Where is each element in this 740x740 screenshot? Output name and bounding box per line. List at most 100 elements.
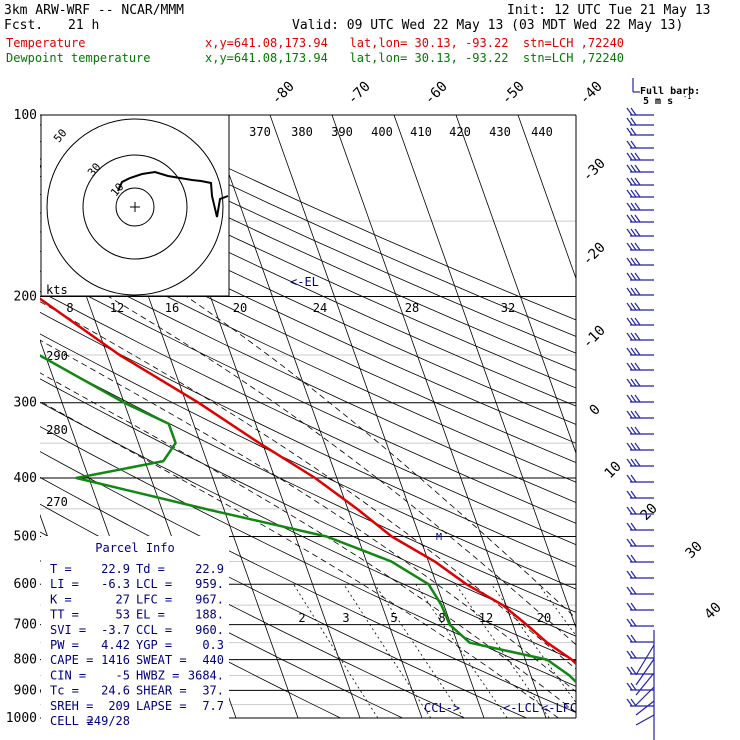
wind-barb-flag [630,347,637,356]
wind-barb-flag [626,117,633,126]
parcel-value: -3.7 [101,623,130,637]
mixing-ratio-label-top: 12 [110,301,124,315]
isotherm-label: -80 [269,79,298,108]
parcel-key: SVI = [50,623,86,637]
annotations: <-EL CCL-> <-LCL <-LFC M Full barb:5 m s -1 [290,86,700,715]
temperature-legend-label: Temperature [6,36,86,50]
wind-barb-flag [626,554,633,563]
wind-barb-flag [634,442,641,451]
parcel-key: LFC = [136,592,172,606]
wind-barb-flag [626,347,633,356]
mixing-ratio-label-top: 8 [66,301,73,315]
wind-barb-flag [630,228,637,237]
wind-barb-flag [634,214,641,223]
hodograph-center-icon [130,202,140,212]
wind-barb-flag [630,666,637,675]
wind-barb [635,700,655,716]
parcel-panel-bg [41,536,229,726]
parcel-value: 967. [195,592,224,606]
wind-barb-flag [634,242,641,251]
parcel-key: CCL = [136,623,172,637]
theta-label: 370 [249,125,271,139]
wind-barb-flag [634,378,641,387]
wind-barb-flag [630,378,637,387]
wind-barb [635,672,655,696]
dry-adiabat [40,451,576,714]
barb-note-exponent: -1 [683,93,691,101]
dewpoint-legend-label: Dewpoint temperature [6,51,151,65]
dry-adiabat [40,231,576,483]
wind-barb-flag [634,302,641,311]
parcel-value: -5 [116,668,130,682]
pressure-label-900: 900 [14,683,37,698]
isotherm-label: -20 [580,240,609,269]
mixing-ratio-label-top: 16 [165,301,179,315]
wind-barb-flag [630,214,637,223]
wind-barb-flag [634,426,641,435]
wind-barb-flag [634,202,641,211]
isotherm-label: -10 [580,323,609,352]
wind-barb-flag [634,177,641,186]
wind-barb-flag [630,522,637,531]
wind-barb-flag [626,650,633,659]
parcel-value: 24.6 [101,684,130,698]
wind-barb-flag [630,272,637,281]
parcel-value: 959. [195,577,224,591]
pressure-label-600: 600 [14,577,37,592]
wind-barb-flag [626,522,633,531]
wind-barb-flag [630,554,637,563]
wind-barb-flag [630,602,637,611]
parcel-value: 960. [195,623,224,637]
wind-barb-flag [626,474,633,483]
wind-barb-flag [630,302,637,311]
parcel-key: SWEAT = [136,653,187,667]
forecast-label: Fcst. [4,18,44,33]
wind-barb-flag [626,214,633,223]
parcel-value: 22.9 [101,562,130,576]
barb-note: Full barb: [640,86,700,97]
wind-barb-flag [634,228,641,237]
wind-barb-flag [626,228,633,237]
parcel-value: 188. [195,608,224,622]
wind-barb-flag [626,332,633,341]
hodograph-ring-30 [82,154,188,260]
isotherm-label: -70 [345,79,374,108]
wind-barb-flag [634,272,641,281]
wind-barb-flag [630,164,637,173]
dry-adiabat [40,355,576,613]
model-title: 3km ARW-WRF -- NCAR/MMM [4,3,185,18]
mixing-ratio-label-bottom: 20 [537,611,551,625]
dry-adiabat [40,175,576,425]
wind-barb-flag [626,287,633,296]
isotherm-line [393,115,576,630]
wind-barb-flag [634,317,641,326]
parcel-value: 4.42 [101,638,130,652]
temperature-location: x,y=641.08,173.94 lat,lon= 30.13, -93.22… [205,36,625,50]
wind-barb-flag [634,152,641,161]
mixing-ratio-label-top: 28 [405,301,419,315]
wind-barb-flag [630,442,637,451]
dry-adiabat [40,290,576,546]
wind-barb [635,644,655,676]
wind-barb-flag [626,570,633,579]
theta-label: 430 [489,125,511,139]
dry-adiabat [40,250,576,503]
wind-barb-flag [634,362,641,371]
wind-barb-flag [626,272,633,281]
theta-label: 420 [449,125,471,139]
wind-barb-flag [626,242,633,251]
parcel-value: 27 [116,592,130,606]
dry-adiabat [40,333,576,590]
wind-barb-flag [630,586,637,595]
isotherm-line [331,115,547,719]
wind-barb-flag [626,426,633,435]
parcel-key: T = [50,562,72,576]
parcel-value: 440 [202,653,224,667]
pressure-label-400: 400 [14,471,37,486]
wind-barb-flag [630,506,637,515]
wind-barb-flag [630,490,637,499]
wind-barb-flag [630,650,637,659]
hodograph-ring-10 [115,187,155,227]
wind-barb-flag [626,682,633,691]
